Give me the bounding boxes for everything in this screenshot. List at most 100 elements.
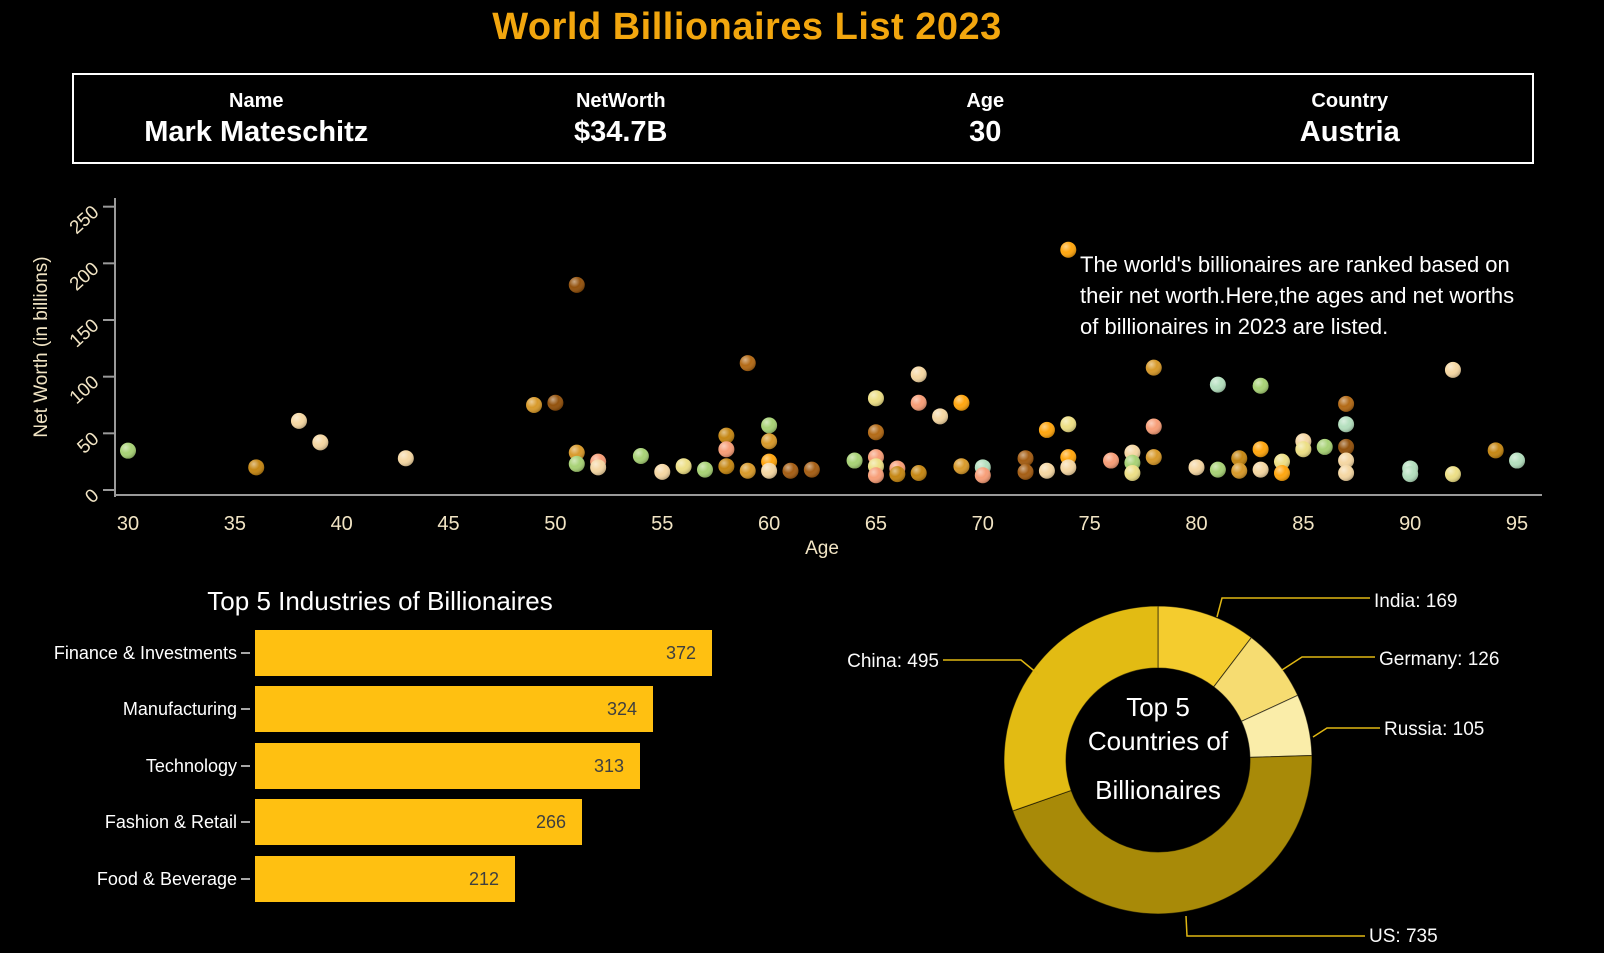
bar-row: Food & Beverage 212 [0,855,1000,902]
scatter-point-shade [1209,376,1226,393]
bar[interactable]: 212 [255,855,515,902]
scatter-point-shade [1124,465,1141,482]
summary-col-age: Age 30 [803,75,1168,162]
x-tick-label: 65 [865,513,887,535]
scatter-point-shade [696,461,713,478]
x-tick-label: 60 [758,513,780,535]
bar-value-label: 266 [535,812,566,833]
scatter-point-shade [846,452,863,469]
pie-slice-us[interactable] [1012,755,1313,915]
scatter-point-shade [718,458,735,475]
x-tick-label: 95 [1506,513,1528,535]
bar-category-label: Food & Beverage [96,868,237,889]
y-tick-label: 50 [74,428,104,458]
y-tick-label: 200 [66,258,104,295]
scatter-point-shade [1188,459,1205,476]
bar-category-label: Manufacturing [122,699,237,720]
scatter-point-shade [1444,466,1461,483]
scatter-point-shade [910,394,927,411]
scatter-point-shade [1273,465,1290,482]
scatter-point-shade [1145,418,1162,435]
bar-category-label: Fashion & Retail [104,812,237,833]
scatter-point-shade [953,394,970,411]
donut-center-title: Top 5 Countries of Billionaires [1038,690,1278,807]
bar-axis-tick [241,708,250,711]
scatter-point-shade [547,394,564,411]
bar-category-label: Finance & Investments [53,643,237,663]
x-tick-label: 45 [437,513,459,535]
summary-country-value: Austria [1299,115,1400,148]
bar-axis-tick [241,821,250,824]
scatter-point-shade [718,441,735,458]
scatter-point-shade [1038,462,1055,479]
summary-table: Name Mark Mateschitz NetWorth $34.7B Age… [72,73,1534,164]
callout-line [943,659,1039,675]
x-tick-label: 90 [1399,513,1421,535]
scatter-point-shade [675,458,692,475]
scatter-point-shade [290,412,307,429]
summary-networth-value: $34.7B [573,115,668,148]
callout-label: Russia: 105 [1384,719,1484,740]
scatter-point-shade [632,448,649,465]
scatter-point-shade [718,427,735,444]
scatter-point-shade [1444,361,1461,378]
scatter-point-shade [1509,452,1526,469]
scatter-point-shade [739,462,756,479]
scatter-point-shade [1060,416,1077,433]
scatter-point-shade [1487,442,1504,459]
x-tick-label: 40 [331,513,353,535]
scatter-point-shade [1252,461,1269,478]
summary-name-label: Name [229,89,284,112]
bar[interactable]: 313 [255,742,640,789]
x-axis-title: Age [805,538,839,559]
bar-axis-tick [241,652,250,654]
callout-label: Germany: 126 [1379,649,1499,670]
scatter-point-shade [1060,241,1077,258]
scatter-point-shade [1252,441,1269,458]
scatter-point-shade [910,366,927,383]
pie-slice-china[interactable] [1003,605,1159,812]
scatter-point-shade [867,390,884,407]
annotation-line-1: The world's billionaires are ranked base… [1080,252,1510,277]
scatter-point-shade [1231,462,1248,479]
bar[interactable]: 372 [255,630,712,676]
bar[interactable]: 266 [255,799,582,846]
summary-col-name: Name Mark Mateschitz [74,75,439,162]
scatter-point-shade [1338,452,1355,469]
donut-title-line-3: Billionaires [1095,775,1221,805]
x-tick-label: 80 [1185,513,1207,535]
scatter-point-shade [910,465,927,482]
scatter-point-shade [867,467,884,484]
scatter-point-shade [1017,463,1034,480]
annotation-line-2: their net worth.Here,the ages and net wo… [1080,283,1514,308]
bar-row: Technology 313 [0,742,1000,789]
scatter-point-shade [1338,395,1355,412]
x-tick-label: 85 [1292,513,1314,535]
callout-line [1185,915,1365,937]
scatter-point-shade [803,461,820,478]
bar-category-label: Technology [145,755,237,776]
scatter-point-shade [312,434,329,451]
donut-chart: India: 169 Germany: 126 Russia: 105 US: 735… [847,591,1499,947]
summary-name-value: Mark Mateschitz [144,115,369,148]
x-tick-label: 75 [1079,513,1101,535]
scatter-point-shade [590,459,607,476]
y-tick-label: 0 [81,485,103,508]
bar[interactable]: 324 [255,686,653,733]
scatter-point-shade [1338,465,1355,482]
annotation-line-3: of billionaires in 2023 are listed. [1080,314,1388,339]
bar-value-label: 212 [468,868,499,889]
callout-label: India: 169 [1374,591,1457,612]
scatter-point-shade [120,442,136,459]
scatter-point-shade [654,463,671,480]
scatter-point-shade [1060,459,1077,476]
bar-chart: Finance & Investments 372 Manufacturing 324… [0,630,1000,915]
scatter-point-shade [889,466,906,483]
scatter-point-shade [1338,416,1355,433]
scatter-point-shade [1252,377,1269,394]
x-tick-label: 35 [224,513,246,535]
scatter-point-shade [1017,450,1034,467]
scatter-point-shade [1295,441,1312,458]
callout-line [1216,597,1370,618]
bar-axis-tick [241,877,250,880]
